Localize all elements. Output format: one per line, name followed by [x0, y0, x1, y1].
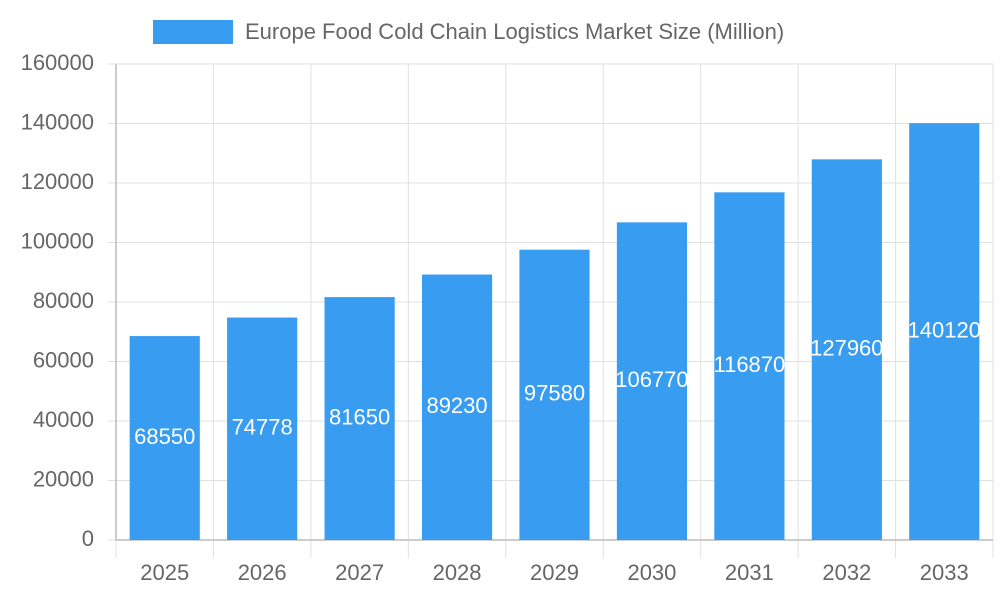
value-label: 68550: [134, 424, 195, 449]
y-tick-label: 160000: [21, 50, 94, 75]
bar: [714, 192, 785, 540]
x-tick-label: 2028: [433, 560, 482, 585]
bar: [811, 159, 882, 540]
value-label: 89230: [426, 393, 487, 418]
value-label: 74778: [232, 415, 293, 440]
y-tick-label: 20000: [33, 466, 94, 491]
y-tick-label: 40000: [33, 407, 94, 432]
bar: [909, 123, 980, 540]
y-tick-label: 140000: [21, 109, 94, 134]
x-tick-label: 2029: [530, 560, 579, 585]
y-tick-label: 120000: [21, 169, 94, 194]
bar: [227, 317, 298, 540]
bar: [616, 222, 688, 540]
value-label: 127960: [810, 335, 883, 360]
bar: [519, 249, 590, 540]
value-label: 140120: [908, 317, 981, 342]
value-label: 116870: [713, 352, 785, 377]
value-label: 106770: [615, 367, 688, 392]
x-tick-label: 2032: [822, 560, 871, 585]
x-tick-label: 2027: [335, 560, 384, 585]
legend-swatch: [153, 20, 233, 44]
x-tick-label: 2026: [238, 560, 287, 585]
legend-label: Europe Food Cold Chain Logistics Market …: [245, 19, 784, 44]
y-tick-label: 80000: [33, 288, 94, 313]
x-tick-label: 2025: [140, 560, 189, 585]
bar: [129, 336, 200, 540]
bar: [324, 297, 395, 540]
x-tick-label: 2031: [725, 560, 774, 585]
y-tick-label: 100000: [21, 228, 94, 253]
bar: [421, 274, 493, 540]
x-tick-label: 2033: [920, 560, 969, 585]
y-tick-label: 0: [82, 526, 94, 551]
value-label: 81650: [329, 404, 390, 429]
value-label: 97580: [524, 381, 585, 406]
x-tick-label: 2030: [627, 560, 676, 585]
y-tick-label: 60000: [33, 347, 94, 372]
